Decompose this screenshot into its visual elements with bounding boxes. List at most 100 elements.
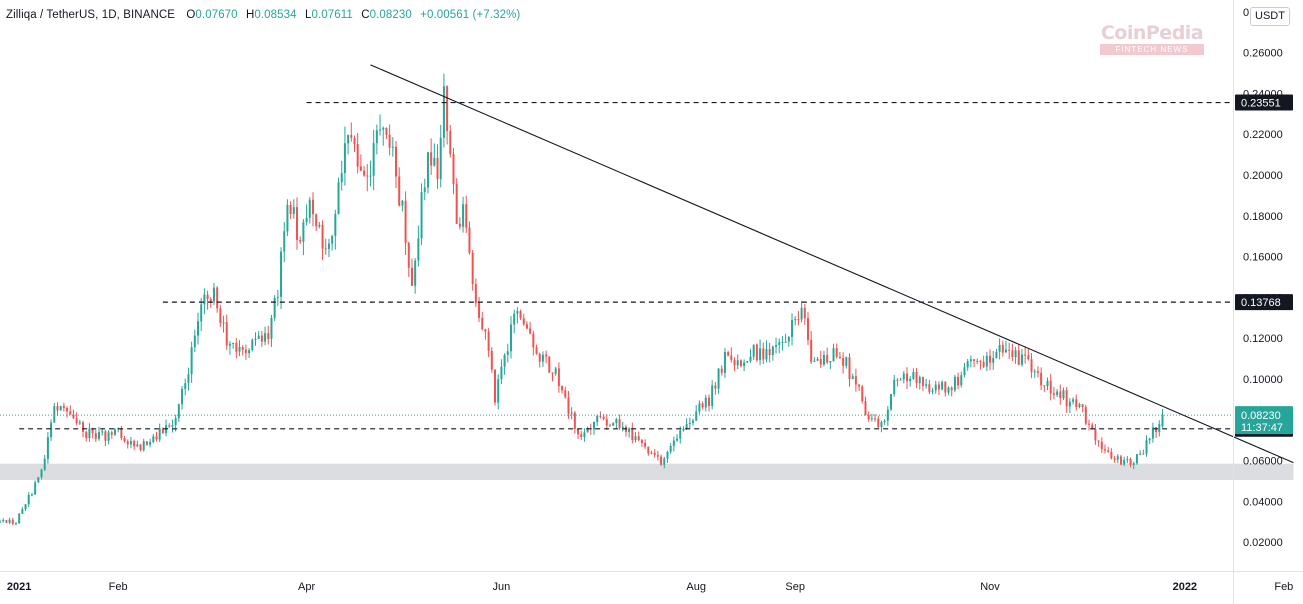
currency-unit-button[interactable]: USDT	[1250, 7, 1290, 26]
candle-body	[1116, 456, 1119, 460]
candle-body	[235, 342, 238, 352]
candle-body	[283, 231, 286, 252]
candle-body	[848, 357, 851, 380]
candle-body	[308, 199, 311, 218]
candle-body	[11, 519, 14, 524]
candle-body	[417, 238, 420, 261]
candle-body	[113, 429, 116, 435]
candle-body	[1065, 390, 1068, 407]
candle-body	[465, 204, 468, 228]
candle-body	[663, 458, 666, 465]
candle-body	[806, 318, 809, 340]
level-badge-label: 0.13768	[1241, 297, 1281, 309]
candle-body	[835, 348, 838, 357]
candle-body	[1078, 404, 1081, 408]
candle-body	[545, 354, 548, 357]
last-price-badge	[1235, 406, 1293, 435]
candle-body	[59, 406, 62, 411]
candle-body	[736, 360, 739, 366]
candle-body	[509, 324, 512, 352]
candle-body	[925, 384, 928, 386]
candle-body	[522, 318, 525, 325]
candle-body	[241, 346, 244, 350]
candle-body	[573, 412, 576, 430]
candle-body	[414, 260, 417, 286]
candle-body	[976, 360, 979, 362]
candle-body	[845, 357, 848, 366]
candle-body	[602, 416, 605, 420]
candle-body	[1001, 344, 1004, 353]
candle-body	[1046, 380, 1049, 387]
candle-body	[21, 509, 24, 514]
candle-body	[963, 367, 966, 376]
candle-body	[909, 378, 912, 382]
candle-body	[1161, 415, 1164, 427]
candle-body	[343, 143, 346, 174]
x-tick-label: 2022	[1173, 581, 1197, 593]
level-badge-label: 0.23551	[1241, 98, 1281, 110]
candle-body	[1049, 380, 1052, 394]
candle-body	[580, 434, 583, 438]
x-tick-label: Aug	[686, 581, 706, 593]
open-label: O	[186, 9, 196, 21]
candle-body	[969, 359, 972, 362]
watermark-brand: CoinPedia	[1100, 22, 1204, 44]
y-tick-label: 0.04000	[1243, 496, 1283, 508]
x-tick-label: Nov	[980, 581, 1000, 593]
candle-body	[928, 384, 931, 392]
candle-body	[152, 436, 155, 442]
candle-body	[181, 389, 184, 405]
candle-body	[478, 303, 481, 318]
candle-body	[953, 376, 956, 391]
candle-body	[896, 379, 899, 381]
candle-body	[244, 349, 247, 354]
candle-body	[513, 313, 516, 325]
y-tick-label: 0.26000	[1243, 48, 1283, 60]
candle-body	[787, 336, 790, 342]
candle-body	[861, 386, 864, 402]
candle-body	[197, 321, 200, 336]
candle-body	[634, 436, 637, 440]
candle-body	[347, 134, 350, 144]
candle-body	[56, 406, 59, 411]
level-badge	[1235, 94, 1293, 111]
candle-body	[126, 441, 129, 445]
candle-body	[1139, 453, 1142, 455]
candle-body	[883, 420, 886, 423]
candle-body	[206, 294, 209, 300]
candle-body	[944, 381, 947, 393]
candle-body	[525, 324, 528, 329]
candle-body	[720, 368, 723, 373]
candle-body	[139, 444, 142, 451]
countdown-label: 11:37:47	[1241, 422, 1283, 434]
candle-body	[110, 432, 113, 435]
candle-body	[1155, 427, 1158, 433]
candle-body	[1004, 349, 1007, 353]
candle-body	[1132, 463, 1135, 465]
candle-body	[107, 432, 110, 441]
candle-body	[481, 317, 484, 330]
candle-body	[53, 406, 56, 423]
candle-body	[998, 344, 1001, 352]
candle-body	[1094, 428, 1097, 441]
candle-body	[631, 428, 634, 440]
candle-body	[8, 519, 11, 523]
candle-body	[296, 207, 299, 240]
candle-body	[1148, 438, 1151, 441]
candle-body	[251, 339, 254, 351]
candle-body	[123, 437, 126, 442]
close-value: 0.08230	[369, 9, 412, 21]
candle-body	[819, 359, 822, 365]
candle-body	[462, 204, 465, 227]
candle-body	[637, 436, 640, 441]
candle-body	[2, 520, 5, 522]
candle-body	[593, 422, 596, 430]
candle-body	[142, 441, 145, 451]
candle-body	[775, 344, 778, 347]
candle-body	[618, 419, 621, 428]
candle-body	[647, 446, 650, 454]
candle-body	[1020, 354, 1023, 365]
candle-body	[538, 353, 541, 362]
candle-body	[880, 422, 883, 427]
